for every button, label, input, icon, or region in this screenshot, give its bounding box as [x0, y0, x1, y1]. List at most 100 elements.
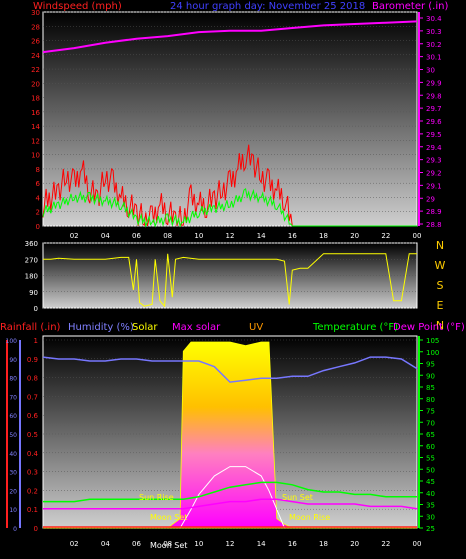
rain-y-tick: 0.9	[27, 356, 38, 364]
baro-y-tick: 29.9	[426, 79, 442, 87]
temperature-y-tick: 105	[426, 337, 439, 345]
temperature-y-tick: 65	[426, 431, 435, 439]
humidity-label: Humidity (%)	[68, 322, 134, 333]
barometer-label: Barometer (.in)	[372, 1, 448, 12]
baro-y-tick: 29.5	[426, 131, 442, 139]
direction-line	[43, 253, 417, 308]
wind-x-tick: 18	[319, 232, 328, 240]
rain-axis: 1 0.9 0.8 0.7 0.6 0.5 0.4 0.3 0.2 0.1 0	[6, 337, 39, 533]
wind-x-tick: 00	[413, 232, 422, 240]
baro-y-tick: 29.1	[426, 182, 442, 190]
baro-y-tick: 29.4	[426, 144, 442, 152]
temperature-y-tick: 60	[426, 443, 435, 451]
baro-y-tick: 28.9	[426, 208, 442, 216]
humidity-y-tick: 70	[9, 394, 17, 401]
wind-y-tick: 6	[36, 180, 41, 188]
wind-y-tick: 18	[31, 95, 40, 103]
rain-y-tick: 0.2	[27, 487, 38, 495]
climate-x-tick: 02	[70, 540, 79, 548]
wind-y-tick: 26	[31, 38, 40, 46]
moon-set-annotation: Moon Set	[150, 513, 187, 522]
wind-y-tick: 8	[36, 166, 40, 174]
max-solar-label: Max solar	[172, 322, 221, 333]
humidity-y-tick: 20	[9, 488, 17, 495]
wind-y-tick: 2	[36, 209, 40, 217]
temperature-y-tick: 70	[426, 419, 435, 427]
direction-y-tick: 0	[34, 305, 38, 313]
wind-x-tick: 16	[288, 232, 297, 240]
chart-title: 24 hour graph day: November 25 2018	[170, 1, 365, 12]
dew-point-line	[43, 498, 418, 510]
compass-label: N	[436, 319, 444, 332]
compass-label: N	[436, 239, 444, 252]
wind-x-tick: 14	[257, 232, 266, 240]
climate-x-tick: 10	[194, 540, 203, 548]
temperature-axis: 105 100 95 90 85 80 75 70 65 60 55 50 45 40 35 30 25	[418, 336, 439, 533]
baro-y-tick: 28.8	[426, 221, 442, 229]
climate-x-tick: 12	[226, 540, 235, 548]
compass-label: W	[435, 259, 446, 272]
climate-x-tick: 04	[101, 540, 110, 548]
wind-grid	[43, 11, 417, 227]
wind-x-tick: 20	[350, 232, 359, 240]
dew-point-label: Dew Point (°F)	[393, 322, 465, 333]
climate-x-tick: 08	[163, 540, 172, 548]
temperature-y-tick: 40	[426, 490, 435, 498]
wind-series-line	[42, 20, 418, 54]
solar-label: Solar	[132, 322, 158, 333]
baro-y-tick: 29	[426, 195, 435, 203]
wind-plot-area	[42, 11, 418, 227]
temperature-y-tick: 100	[426, 349, 439, 357]
moon-set-bottom-annotation: Moon Set	[150, 541, 187, 550]
humidity-y-tick: 0	[13, 526, 17, 533]
temperature-y-tick: 75	[426, 408, 435, 416]
humidity-line	[42, 356, 418, 383]
temperature-y-tick: 50	[426, 466, 435, 474]
rainfall-label: Rainfall (.in)	[0, 322, 61, 333]
temperature-y-tick: 45	[426, 478, 435, 486]
wind-y-tick: 22	[31, 66, 40, 74]
baro-y-tick: 29.8	[426, 92, 442, 100]
wind-x-tick: 22	[381, 232, 390, 240]
rain-y-tick: 0	[34, 525, 38, 533]
wind-x-tick: 02	[70, 232, 79, 240]
climate-x-tick: 18	[319, 540, 328, 548]
wind-x-tick: 06	[132, 232, 141, 240]
uv-label: UV	[249, 322, 263, 333]
wind-y-tick: 24	[31, 52, 40, 60]
wind-y-tick: 14	[31, 123, 40, 131]
temperature-y-tick: 95	[426, 361, 435, 369]
climate-x-tick: 00	[413, 540, 422, 548]
rain-y-tick: 0.5	[27, 431, 38, 439]
wind-series-line	[42, 188, 417, 228]
baro-y-tick: 29.3	[426, 157, 442, 165]
baro-y-tick: 30.1	[426, 54, 442, 62]
wind-y-tick: 12	[31, 137, 40, 145]
temperature-y-tick: 35	[426, 502, 435, 510]
rain-y-tick: 0.7	[27, 393, 38, 401]
wind-y-tick: 30	[31, 9, 40, 17]
climate-x-axis: 02 04 06 08 10 12 14 16 18 20 22 00	[70, 540, 422, 548]
wind-x-tick: 04	[101, 232, 110, 240]
sun-set-annotation: Sun Set	[282, 493, 313, 502]
baro-y-tick: 29.6	[426, 118, 442, 126]
humidity-y-tick: 90	[9, 357, 17, 364]
humidity-y-tick: 10	[9, 507, 17, 514]
direction-y-tick: 360	[25, 240, 38, 248]
humidity-y-tick: 80	[9, 376, 17, 383]
rain-y-tick: 0.3	[27, 469, 38, 477]
climate-x-tick: 16	[288, 540, 297, 548]
climate-x-tick: 22	[381, 540, 390, 548]
temperature-y-tick: 25	[426, 525, 435, 533]
wind-series	[42, 20, 418, 228]
wind-x-tick: 12	[226, 232, 235, 240]
direction-y-tick: 270	[25, 256, 38, 264]
temperature-y-tick: 30	[426, 513, 435, 521]
wind-y-tick: 20	[31, 80, 40, 88]
direction-axis: 360 270 180 90 0	[25, 240, 38, 313]
baro-y-tick: 30.3	[426, 28, 442, 36]
temperature-line	[43, 481, 417, 503]
